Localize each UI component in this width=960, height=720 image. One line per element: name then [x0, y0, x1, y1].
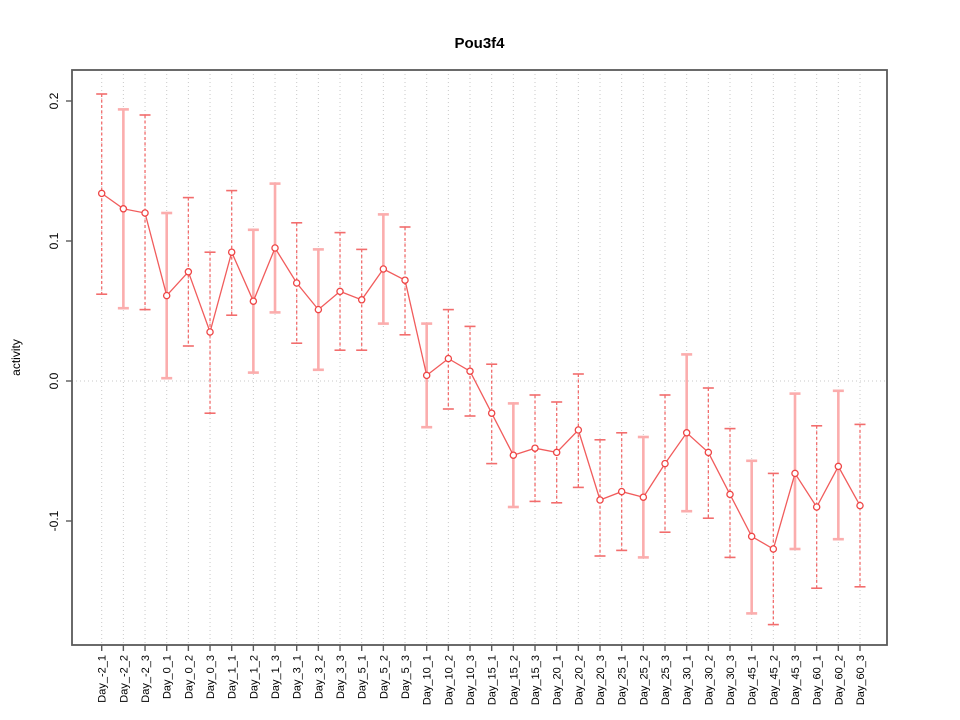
- x-tick-label: Day_45_1: [747, 655, 759, 705]
- data-point-marker: [357, 296, 366, 304]
- x-tick-label: Day_25_1: [617, 655, 629, 705]
- data-point-marker: [661, 459, 669, 468]
- data-point-marker: [726, 490, 734, 499]
- x-tick-label: Day_3_1: [292, 655, 304, 699]
- x-tick-label: Day_1_2: [248, 655, 260, 699]
- data-point-marker: [552, 448, 561, 457]
- x-tick-label: Day_15_3: [530, 655, 542, 705]
- x-tick-label: Day_1_1: [227, 655, 239, 699]
- data-point-marker: [249, 297, 258, 305]
- x-tick-label: Day_45_3: [790, 655, 802, 705]
- data-point-marker: [336, 287, 344, 296]
- x-tick-label: Day_30_2: [703, 655, 715, 705]
- data-point-marker: [314, 305, 323, 314]
- data-point-marker: [704, 448, 713, 457]
- data-point-marker: [682, 429, 691, 437]
- x-tick-label: Day_3_3: [335, 655, 347, 699]
- x-tick-label: Day_3_2: [313, 655, 325, 699]
- data-point-marker: [466, 367, 474, 375]
- x-tick-label: Day_45_2: [768, 655, 780, 705]
- y-tick-label: 0.1: [47, 232, 61, 249]
- x-tick-label: Day_15_2: [508, 655, 520, 705]
- data-point-marker: [856, 501, 864, 510]
- data-point-marker: [422, 371, 431, 380]
- plot-border-box: [71, 69, 888, 646]
- x-tick-label: Day_60_3: [855, 655, 867, 705]
- data-point-marker: [184, 268, 193, 276]
- data-point-marker: [206, 328, 214, 336]
- x-tick-label: Day_60_2: [833, 655, 845, 705]
- data-point-marker: [596, 496, 604, 504]
- x-tick-label: Day_-2_1: [97, 655, 109, 703]
- chart-title: Pou3f4: [454, 35, 505, 52]
- x-tick-label: Day_25_3: [660, 655, 672, 705]
- data-point-marker: [119, 205, 128, 213]
- data-point-marker: [509, 451, 518, 459]
- data-point-marker: [747, 532, 756, 541]
- x-tick-label: Day_10_2: [443, 655, 455, 705]
- data-point-marker: [617, 487, 626, 496]
- x-tick-label: Day_-2_2: [118, 655, 130, 703]
- data-point-marker: [401, 276, 409, 284]
- y-tick-label: 0.0: [47, 372, 61, 389]
- data-point-marker: [791, 469, 799, 478]
- data-point-marker: [444, 354, 453, 363]
- x-tick-label: Day_20_2: [573, 655, 585, 705]
- x-tick-label: Day_-2_3: [140, 655, 152, 703]
- y-tick-label: -0.1: [47, 510, 61, 531]
- data-point-marker: [162, 291, 171, 300]
- data-point-marker: [141, 209, 149, 217]
- data-point-marker: [271, 244, 279, 252]
- x-tick-label: Day_30_3: [725, 655, 737, 705]
- data-point-marker: [487, 409, 496, 417]
- x-tick-label: Day_0_2: [183, 655, 195, 699]
- y-tick-label: 0.2: [47, 92, 61, 109]
- x-tick-label: Day_20_1: [552, 655, 564, 705]
- x-tick-label: Day_20_3: [595, 655, 607, 705]
- y-axis-label: activity: [9, 339, 23, 376]
- x-tick-label: Day_0_3: [205, 655, 217, 699]
- data-point-marker: [769, 545, 778, 553]
- x-tick-label: Day_1_3: [270, 655, 282, 699]
- data-point-marker: [812, 503, 821, 511]
- data-point-marker: [292, 279, 301, 287]
- series-line: [101, 192, 861, 550]
- x-tick-label: Day_30_1: [682, 655, 694, 705]
- data-point-marker: [531, 444, 539, 452]
- data-point-marker: [574, 426, 583, 434]
- x-tick-label: Day_15_1: [487, 655, 499, 705]
- data-point-marker: [834, 462, 843, 471]
- data-point-marker: [97, 189, 106, 198]
- x-tick-label: Day_5_1: [357, 655, 369, 699]
- x-tick-label: Day_10_1: [422, 655, 434, 705]
- x-tick-label: Day_25_2: [638, 655, 650, 705]
- x-tick-label: Day_60_1: [812, 655, 824, 705]
- x-tick-label: Day_10_3: [465, 655, 477, 705]
- data-point-marker: [379, 265, 388, 273]
- x-tick-label: Day_5_3: [400, 655, 412, 699]
- data-point-marker: [227, 248, 236, 256]
- x-tick-label: Day_0_1: [162, 655, 174, 699]
- data-point-marker: [639, 493, 648, 501]
- x-tick-label: Day_5_2: [378, 655, 390, 699]
